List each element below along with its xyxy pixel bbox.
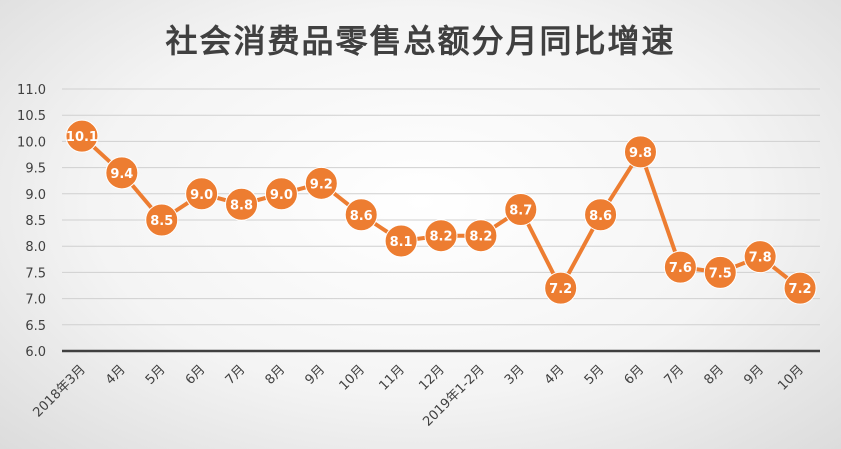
data-label: 8.5 bbox=[150, 214, 173, 229]
data-point bbox=[663, 250, 697, 284]
data-label: 8.1 bbox=[390, 235, 413, 250]
data-label: 9.0 bbox=[190, 188, 213, 203]
data-label: 8.7 bbox=[509, 204, 532, 219]
data-point bbox=[464, 219, 498, 253]
y-tick-label: 11.0 bbox=[17, 83, 46, 98]
data-label: 7.6 bbox=[669, 261, 692, 276]
chart-title: 社会消费品零售总额分月同比增速 bbox=[165, 22, 676, 60]
data-label: 7.2 bbox=[789, 282, 812, 297]
data-point bbox=[783, 271, 817, 305]
x-tick-label: 12月 bbox=[416, 362, 447, 393]
data-label: 9.2 bbox=[310, 177, 333, 192]
data-point bbox=[145, 203, 179, 237]
data-point bbox=[504, 193, 538, 227]
data-point bbox=[344, 198, 378, 232]
x-tick-label: 11月 bbox=[376, 362, 407, 393]
data-label: 8.2 bbox=[469, 230, 492, 245]
data-point bbox=[703, 255, 737, 289]
x-tick-label: 8月 bbox=[263, 362, 289, 388]
data-point bbox=[424, 219, 458, 253]
x-tick-label: 6月 bbox=[622, 362, 648, 388]
y-tick-label: 10.5 bbox=[17, 109, 46, 124]
data-label: 9.4 bbox=[110, 167, 133, 182]
x-tick-label: 7月 bbox=[223, 362, 249, 388]
data-label: 7.5 bbox=[709, 266, 732, 281]
x-tick-label: 5月 bbox=[143, 362, 169, 388]
y-tick-label: 10.0 bbox=[17, 135, 46, 150]
data-label: 7.8 bbox=[749, 251, 772, 266]
x-tick-label: 2018年3月 bbox=[31, 362, 89, 420]
y-tick-label: 6.5 bbox=[25, 319, 46, 334]
data-label: 8.2 bbox=[429, 230, 452, 245]
y-tick-label: 7.5 bbox=[25, 266, 46, 281]
x-tick-label: 10月 bbox=[775, 362, 806, 393]
x-tick-label: 7月 bbox=[662, 362, 688, 388]
data-point bbox=[623, 135, 657, 169]
x-tick-label: 4月 bbox=[103, 362, 129, 388]
y-tick-label: 6.0 bbox=[25, 345, 46, 360]
x-tick-label: 10月 bbox=[337, 362, 368, 393]
data-label: 8.6 bbox=[589, 209, 612, 224]
x-tick-label: 9月 bbox=[302, 362, 328, 388]
data-point bbox=[264, 177, 298, 211]
y-tick-label: 8.5 bbox=[25, 214, 46, 229]
data-point bbox=[185, 177, 219, 211]
y-tick-label: 9.0 bbox=[25, 188, 46, 203]
data-point bbox=[584, 198, 618, 232]
y-tick-label: 9.5 bbox=[25, 162, 46, 177]
data-point bbox=[105, 156, 139, 190]
data-label: 10.1 bbox=[66, 130, 98, 145]
data-label: 7.2 bbox=[549, 282, 572, 297]
x-tick-label: 9月 bbox=[741, 362, 767, 388]
y-tick-label: 7.0 bbox=[25, 293, 46, 308]
data-point bbox=[743, 240, 777, 274]
data-point bbox=[225, 187, 259, 221]
y-tick-label: 8.0 bbox=[25, 240, 46, 255]
x-tick-label: 5月 bbox=[582, 362, 608, 388]
data-label: 8.6 bbox=[350, 209, 373, 224]
x-tick-label: 3月 bbox=[502, 362, 528, 388]
data-label: 9.0 bbox=[270, 188, 293, 203]
data-label: 8.8 bbox=[230, 198, 253, 213]
data-label: 9.8 bbox=[629, 146, 652, 161]
x-tick-label: 6月 bbox=[183, 362, 209, 388]
data-point bbox=[304, 166, 338, 200]
x-tick-label: 4月 bbox=[542, 362, 568, 388]
x-tick-label: 8月 bbox=[701, 362, 727, 388]
data-point bbox=[65, 119, 99, 153]
data-point bbox=[384, 224, 418, 258]
data-point bbox=[544, 271, 578, 305]
